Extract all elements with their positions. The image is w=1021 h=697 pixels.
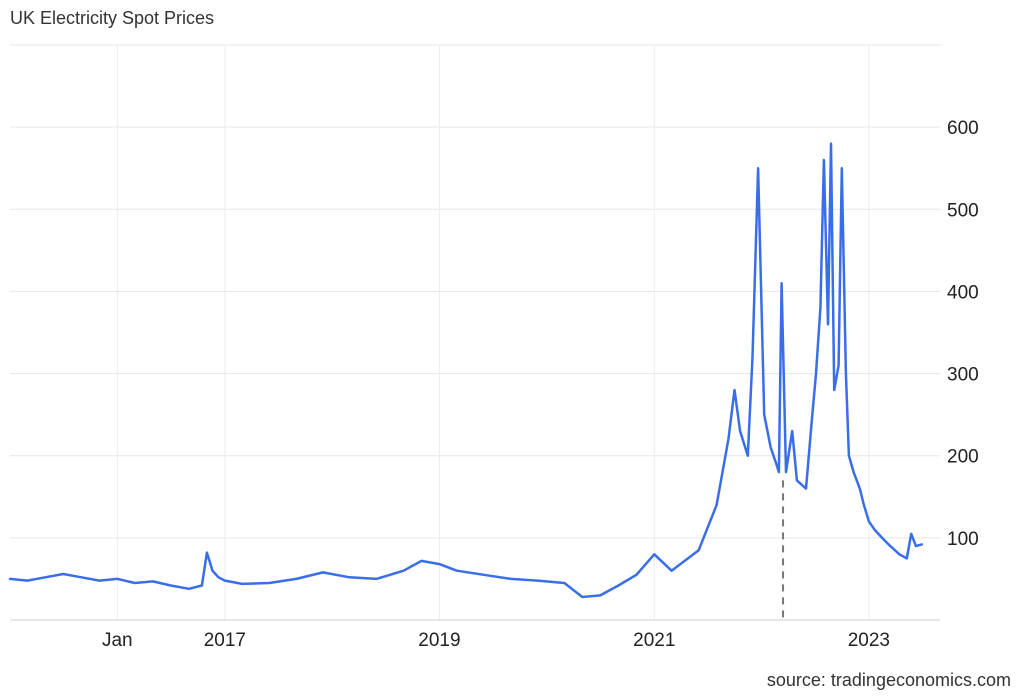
grid-lines <box>10 44 940 621</box>
source-label: source: tradingeconomics.com <box>766 670 1011 690</box>
x-tick-label: 2023 <box>848 630 890 651</box>
y-tick-label: 600 <box>947 118 979 139</box>
y-tick-label: 200 <box>947 447 979 468</box>
x-tick-label: Jan <box>102 630 133 651</box>
x-axis-ticks: Jan 2017 2019 2021 2023 <box>102 630 890 651</box>
x-tick-label: 2017 <box>204 630 246 651</box>
y-axis-ticks: 100 200 300 400 500 600 <box>947 118 979 550</box>
y-tick-label: 300 <box>947 365 979 386</box>
y-tick-label: 500 <box>947 200 979 221</box>
x-tick-label: 2019 <box>418 630 460 651</box>
y-tick-label: 400 <box>947 282 979 303</box>
chart-title: UK Electricity Spot Prices <box>10 8 215 28</box>
y-tick-label: 100 <box>947 529 979 550</box>
series-lines <box>8 142 924 599</box>
series-line-0 <box>8 142 924 599</box>
x-tick-label: 2021 <box>633 630 675 651</box>
